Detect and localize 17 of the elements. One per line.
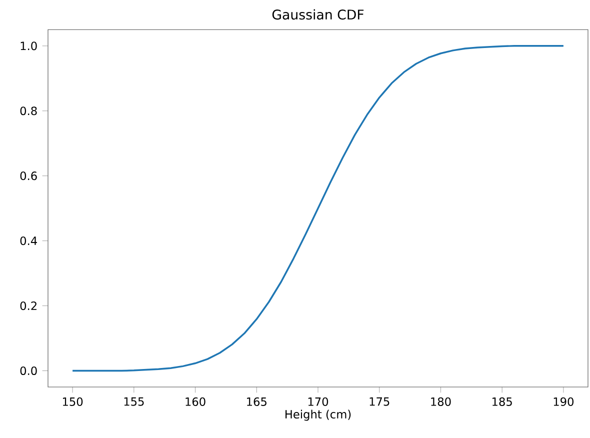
x-tick-label: 160 bbox=[186, 397, 206, 406]
y-tick-label: 1.0 bbox=[20, 42, 37, 50]
y-tick-label: 0.6 bbox=[20, 172, 37, 180]
y-tick-label: 0.2 bbox=[20, 301, 36, 310]
y-tick-label: 0.4 bbox=[20, 236, 37, 246]
y-tick-label: 0.0 bbox=[20, 366, 37, 376]
x-tick-label: 150 bbox=[62, 397, 83, 406]
x-tick-label: 180 bbox=[431, 397, 451, 406]
x-tick-label: 185 bbox=[492, 397, 512, 406]
x-tick-label: 165 bbox=[247, 397, 266, 406]
x-axis-title: Height (cm) bbox=[286, 410, 351, 421]
x-tick-label: 190 bbox=[554, 397, 574, 406]
x-tick-label: 175 bbox=[370, 397, 390, 406]
y-tick-label: 0.8 bbox=[20, 106, 37, 116]
x-tick-label: 155 bbox=[124, 397, 144, 406]
chart-title: Gaussian CDF bbox=[272, 9, 364, 20]
x-tick-label: 170 bbox=[308, 397, 328, 406]
